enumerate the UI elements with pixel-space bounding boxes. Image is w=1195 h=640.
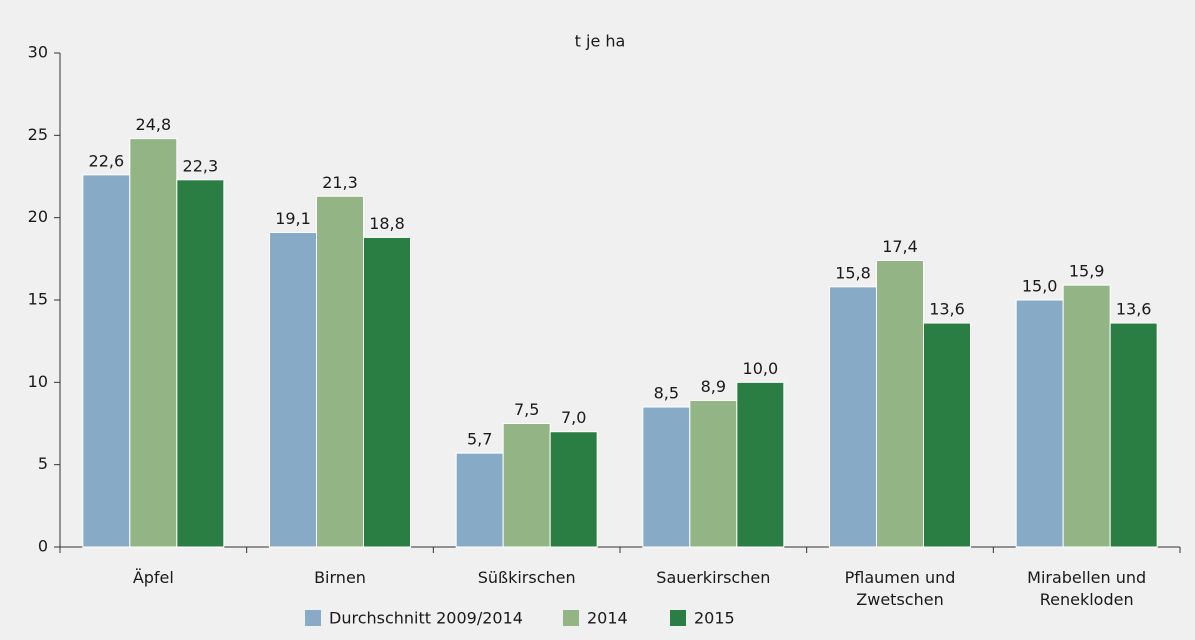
bar bbox=[829, 286, 877, 548]
bar bbox=[1015, 299, 1064, 548]
bar bbox=[455, 452, 504, 548]
bar bbox=[876, 259, 924, 548]
y-tick-label: 25 bbox=[28, 125, 48, 144]
bar bbox=[642, 406, 691, 548]
value-label: 21,3 bbox=[322, 173, 358, 192]
value-label: 15,8 bbox=[835, 263, 871, 282]
value-label: 22,3 bbox=[183, 156, 219, 175]
value-label: 10,0 bbox=[743, 359, 779, 378]
value-label: 5,7 bbox=[467, 430, 492, 449]
y-tick-label: 5 bbox=[38, 454, 48, 473]
bar bbox=[736, 381, 785, 548]
legend-label: 2014 bbox=[587, 609, 628, 628]
bar bbox=[129, 138, 178, 548]
legend-swatch bbox=[305, 610, 321, 626]
y-tick-label: 0 bbox=[38, 537, 48, 556]
bar bbox=[269, 231, 317, 548]
bar bbox=[82, 174, 131, 548]
x-tick-label: Äpfel bbox=[132, 568, 174, 587]
bar bbox=[316, 195, 364, 548]
value-label: 8,5 bbox=[654, 384, 679, 403]
legend-label: 2015 bbox=[694, 609, 735, 628]
value-label: 24,8 bbox=[136, 115, 172, 134]
y-tick-label: 20 bbox=[28, 207, 48, 226]
bar bbox=[176, 179, 225, 548]
y-tick-label: 30 bbox=[28, 43, 48, 62]
x-tick-label: Pflaumen und Zwetschen bbox=[844, 568, 956, 609]
x-tick-label: Mirabellen und Renekloden bbox=[1027, 568, 1147, 609]
bar bbox=[1109, 322, 1158, 548]
value-label: 7,0 bbox=[561, 408, 586, 427]
value-label: 7,5 bbox=[514, 400, 539, 419]
chart-title: t je ha bbox=[575, 32, 626, 51]
value-label: 13,6 bbox=[1116, 300, 1152, 319]
y-tick-label: 10 bbox=[28, 372, 48, 391]
legend-swatch bbox=[670, 610, 686, 626]
bar bbox=[689, 399, 738, 548]
x-tick-label: Birnen bbox=[314, 568, 366, 587]
bar bbox=[549, 431, 598, 548]
legend-swatch bbox=[563, 610, 579, 626]
bar bbox=[502, 423, 551, 548]
bar bbox=[923, 322, 971, 548]
x-tick-label: Süßkirschen bbox=[477, 568, 576, 587]
value-label: 22,6 bbox=[89, 151, 125, 170]
bar bbox=[363, 236, 411, 548]
value-label: 17,4 bbox=[882, 237, 918, 256]
value-label: 19,1 bbox=[275, 209, 311, 228]
y-tick-label: 15 bbox=[28, 290, 48, 309]
value-label: 15,9 bbox=[1069, 262, 1105, 281]
value-label: 13,6 bbox=[929, 300, 965, 319]
legend-label: Durchschnitt 2009/2014 bbox=[329, 609, 523, 628]
value-label: 18,8 bbox=[369, 214, 405, 233]
bar bbox=[1062, 284, 1111, 548]
value-label: 15,0 bbox=[1022, 277, 1058, 296]
x-tick-label: Sauerkirschen bbox=[656, 568, 771, 587]
value-label: 8,9 bbox=[701, 377, 726, 396]
